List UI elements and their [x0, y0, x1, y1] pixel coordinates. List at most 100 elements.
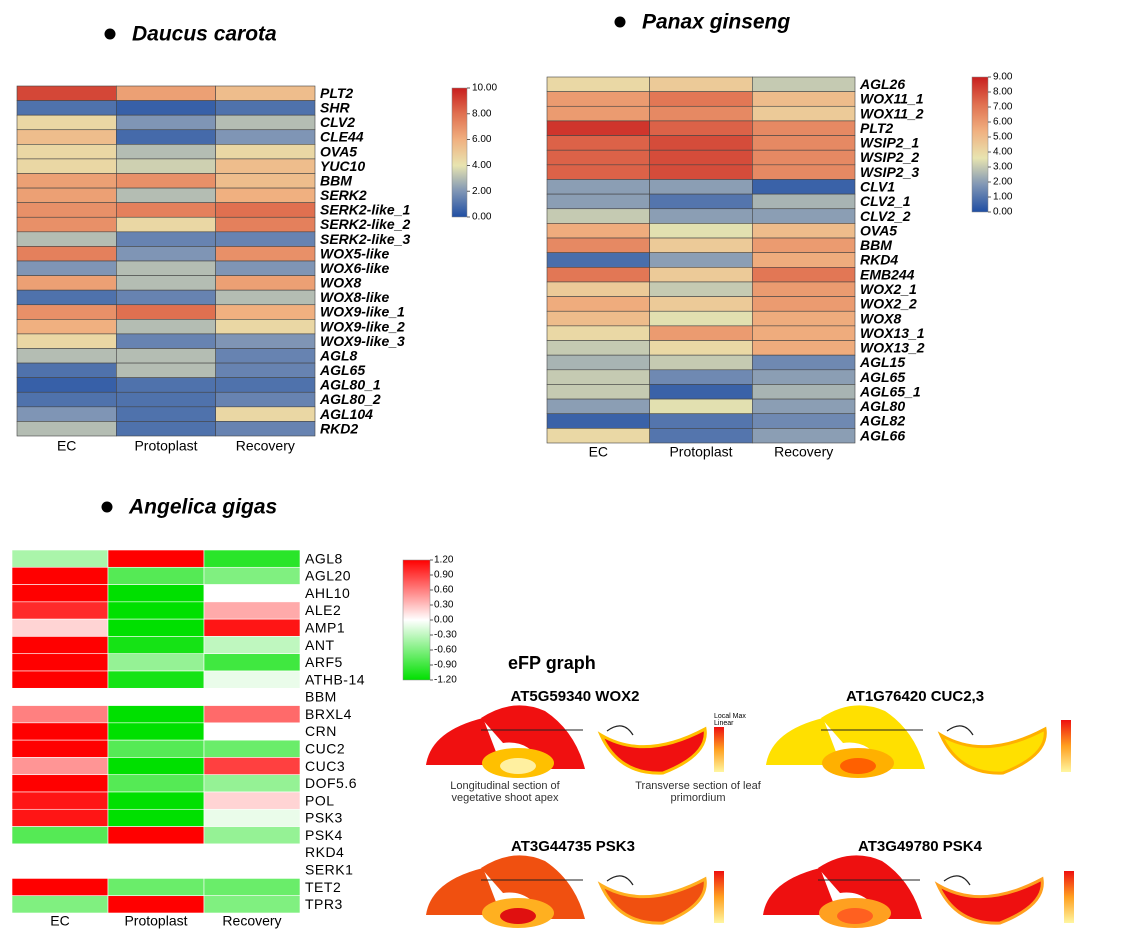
heatmap-cell — [649, 208, 753, 224]
heatmap-cell — [215, 319, 316, 335]
heatmap-cell — [116, 246, 216, 262]
heatmap-cell — [649, 310, 753, 327]
row-label: BRXL4 — [305, 706, 352, 722]
heatmap-cell — [546, 135, 650, 151]
heatmap-cell — [752, 325, 856, 341]
heatmap-cell — [16, 114, 117, 131]
row-label: AGL15 — [859, 354, 905, 370]
heatmap-cell — [546, 428, 650, 444]
heatmap-cell — [203, 895, 301, 914]
heatmap-cell — [649, 296, 753, 312]
efp-image — [424, 853, 707, 930]
heatmap-cell — [752, 120, 856, 136]
heatmap-cell — [116, 275, 216, 291]
column-label: Recovery — [774, 444, 833, 460]
row-label: WOX5-like — [320, 245, 389, 261]
heatmap-cell — [11, 895, 109, 914]
row-label: AMP1 — [305, 619, 345, 635]
row-label: BBM — [860, 237, 892, 253]
heatmap-cell — [215, 304, 316, 320]
row-label: TET2 — [305, 879, 341, 895]
heatmap-cell — [649, 340, 753, 356]
heatmap-cell — [752, 105, 856, 122]
efp-legend — [1064, 871, 1074, 923]
heatmap-cell — [16, 216, 117, 233]
heatmap-cell — [11, 653, 109, 672]
heatmap-cell — [116, 333, 216, 349]
heatmap-cell — [16, 158, 117, 174]
efp-section: eFP graph AT5G59340 WOX2 AT1G76420 CUC2,… — [424, 653, 1074, 930]
row-label: AGL104 — [319, 406, 373, 422]
efp-caption: Transverse section of leaf — [635, 780, 761, 792]
row-label: BBM — [320, 172, 352, 188]
heatmap-cell — [116, 319, 216, 335]
colorbar-tick-label: 0.00 — [993, 207, 1013, 218]
heatmap-cell — [649, 164, 753, 180]
heatmap-cell — [752, 91, 856, 107]
heatmap-cell — [16, 129, 117, 145]
row-label: AGL80_1 — [319, 377, 381, 393]
heatmap-cell — [116, 129, 216, 145]
heatmap-cell — [116, 173, 216, 189]
row-label: DOF5.6 — [305, 775, 357, 791]
row-label: WSIP2_1 — [860, 135, 919, 151]
heatmap-cell — [752, 135, 856, 151]
heatmap-cell — [752, 413, 856, 429]
row-label: ANT — [305, 637, 335, 653]
efp-image — [761, 853, 1044, 930]
heatmap-cell — [215, 114, 316, 131]
heatmap-cell — [649, 267, 753, 283]
row-label: WOX6-like — [320, 260, 389, 276]
heatmap-cell — [752, 354, 856, 371]
heatmap-cell — [16, 406, 117, 422]
efp-title: eFP graph — [508, 653, 596, 673]
heatmap-cell — [649, 223, 753, 239]
row-label: CUC2 — [305, 740, 345, 756]
row-label: SERK2-like_1 — [320, 202, 410, 218]
heatmap-cell — [107, 895, 205, 914]
heatmap-cell — [16, 348, 117, 364]
heatmap-cell — [649, 237, 753, 253]
row-label: CRN — [305, 723, 337, 739]
column-label: Recovery — [236, 438, 295, 454]
efp-legend — [714, 871, 724, 923]
heatmap-cell — [649, 325, 753, 341]
colorbar-tick-label: 5.00 — [993, 132, 1013, 143]
heatmap-cell — [546, 76, 650, 92]
heatmap-cell — [752, 369, 856, 385]
heatmap-cell — [752, 252, 856, 268]
heatmap-cell — [107, 670, 205, 689]
row-label: CLV2_2 — [860, 208, 911, 224]
heatmap-cell — [16, 202, 117, 218]
heatmap-cell — [215, 406, 316, 422]
heatmap-cell — [215, 187, 316, 203]
heatmap-cell — [107, 566, 205, 585]
heatmap-cell — [546, 413, 650, 429]
heatmap-cell — [116, 421, 216, 437]
heatmap-cell — [546, 149, 650, 166]
heatmap-cell — [203, 584, 301, 603]
heatmap-cell — [203, 653, 301, 672]
heatmap-cell — [107, 826, 205, 845]
row-label: PSK4 — [305, 827, 343, 843]
row-label: CLV2 — [320, 114, 355, 130]
heatmap-cell — [116, 85, 216, 101]
heatmap-cell — [649, 398, 753, 415]
heatmap-cell — [546, 223, 650, 239]
heatmap-cell — [546, 193, 650, 210]
heatmap-cell — [215, 421, 316, 437]
heatmap-cell — [649, 105, 753, 122]
heatmap-cell — [649, 76, 753, 92]
heatmap-cell — [107, 774, 205, 793]
heatmap-cell — [752, 267, 856, 283]
heatmap-cell — [546, 91, 650, 107]
heatmap-cell — [11, 739, 109, 758]
heatmap-cell — [203, 791, 301, 810]
heatmap-cell — [546, 281, 650, 297]
row-label: SERK2 — [320, 187, 367, 203]
heatmap-cell — [649, 252, 753, 268]
heatmap-cell — [215, 231, 316, 247]
row-label: ALE2 — [305, 602, 341, 618]
heatmap-cell — [649, 135, 753, 151]
